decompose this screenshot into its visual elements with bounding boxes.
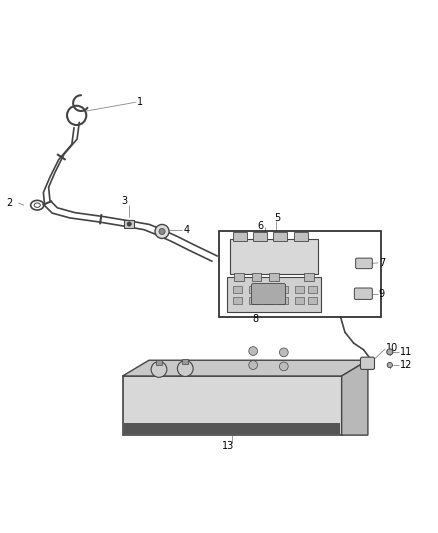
FancyBboxPatch shape xyxy=(360,357,374,369)
Text: 8: 8 xyxy=(252,313,258,324)
Bar xyxy=(264,297,273,304)
Bar xyxy=(308,286,317,293)
Text: 5: 5 xyxy=(274,213,280,223)
Bar xyxy=(249,297,258,304)
FancyBboxPatch shape xyxy=(251,284,286,304)
Circle shape xyxy=(151,361,167,377)
Circle shape xyxy=(249,346,258,356)
Text: 7: 7 xyxy=(379,258,385,268)
Polygon shape xyxy=(227,278,321,312)
Bar xyxy=(124,423,340,434)
FancyBboxPatch shape xyxy=(354,288,372,300)
Bar xyxy=(249,286,258,293)
Bar xyxy=(124,220,134,228)
FancyBboxPatch shape xyxy=(253,232,267,241)
Circle shape xyxy=(127,222,131,226)
Circle shape xyxy=(249,361,258,369)
Bar xyxy=(264,286,273,293)
Text: 9: 9 xyxy=(378,289,385,298)
Text: 6: 6 xyxy=(258,221,264,231)
Circle shape xyxy=(279,362,288,371)
Circle shape xyxy=(387,349,393,355)
Text: 3: 3 xyxy=(121,196,127,206)
FancyBboxPatch shape xyxy=(294,232,308,241)
Text: 10: 10 xyxy=(386,343,399,352)
Text: 11: 11 xyxy=(400,347,413,357)
Circle shape xyxy=(279,348,288,357)
FancyBboxPatch shape xyxy=(273,232,287,241)
Bar xyxy=(279,286,288,293)
Bar xyxy=(219,231,381,317)
Bar xyxy=(252,273,261,280)
Text: 1: 1 xyxy=(137,97,143,107)
Polygon shape xyxy=(123,376,342,435)
Bar xyxy=(304,273,314,280)
Bar xyxy=(234,273,244,280)
Bar xyxy=(233,286,242,293)
FancyBboxPatch shape xyxy=(356,258,372,269)
FancyBboxPatch shape xyxy=(233,232,247,241)
Bar xyxy=(295,297,304,304)
Polygon shape xyxy=(123,360,368,376)
Bar xyxy=(233,297,242,304)
Circle shape xyxy=(159,229,165,235)
Bar xyxy=(279,297,288,304)
Bar xyxy=(269,273,279,280)
Polygon shape xyxy=(230,239,318,274)
Text: 4: 4 xyxy=(183,225,189,235)
Polygon shape xyxy=(342,360,368,435)
Text: 12: 12 xyxy=(400,360,413,370)
Circle shape xyxy=(387,362,392,368)
Text: 13: 13 xyxy=(222,441,234,451)
Bar xyxy=(295,286,304,293)
Bar xyxy=(308,297,317,304)
Bar xyxy=(182,359,188,364)
Circle shape xyxy=(177,361,193,376)
Circle shape xyxy=(155,224,169,238)
Bar xyxy=(156,360,162,365)
Text: 2: 2 xyxy=(6,198,12,208)
